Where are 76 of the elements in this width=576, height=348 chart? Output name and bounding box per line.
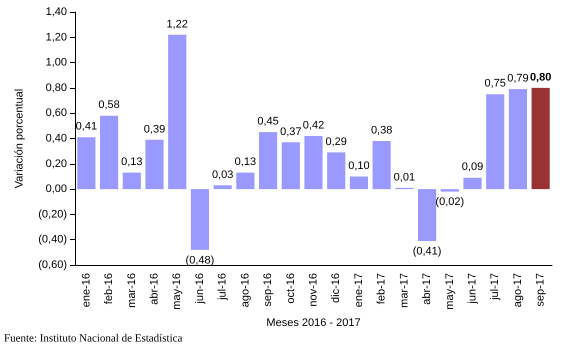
- y-tick-label: 1,40: [46, 6, 67, 18]
- x-tick-label: mar-17: [398, 273, 410, 308]
- bar: [418, 189, 436, 241]
- data-label: 0,13: [121, 156, 142, 168]
- bar: [100, 116, 118, 190]
- x-tick-label: jul-16: [216, 273, 229, 301]
- data-label: 0,42: [302, 119, 324, 132]
- x-tick-label: abr-16: [148, 273, 160, 305]
- data-label: (0,41): [412, 245, 442, 258]
- bar: [168, 34, 186, 190]
- data-label: 1,22: [166, 18, 188, 30]
- x-tick-label: ago-16: [239, 273, 252, 308]
- x-tick-label: sep-17: [534, 273, 547, 307]
- data-label: 0,37: [280, 126, 302, 138]
- bar: [440, 189, 459, 192]
- data-label: 0,58: [98, 99, 120, 112]
- data-label: 0,80: [530, 71, 552, 84]
- y-tick-label: 1,00: [46, 56, 67, 69]
- x-tick-label: jun-16: [194, 273, 206, 305]
- bar: [327, 152, 346, 190]
- y-tick-label: (0,20): [38, 208, 67, 220]
- x-tick-label: dic-16: [330, 273, 342, 303]
- source-note: Fuente: Instituto Nacional de Estadística: [4, 332, 183, 344]
- bar: [350, 176, 368, 190]
- x-axis-title: Meses 2016 - 2017: [266, 317, 361, 330]
- x-tick-label: ene-17: [352, 273, 365, 308]
- bar: [486, 94, 504, 190]
- x-tick-label: feb-16: [103, 273, 116, 304]
- data-label: 0,09: [462, 161, 484, 174]
- data-label: 0,39: [144, 123, 166, 136]
- x-tick-label: jun-17: [466, 273, 478, 305]
- x-tick-label: oct-16: [284, 273, 297, 304]
- x-tick-label: feb-17: [376, 273, 388, 304]
- y-tick-label: 0,60: [46, 107, 67, 120]
- y-tick-label: 1,20: [46, 31, 67, 44]
- y-tick-label: 0,80: [46, 82, 67, 94]
- x-tick-label: ene-16: [80, 273, 92, 308]
- bar: [77, 137, 96, 190]
- data-label: 0,01: [394, 171, 416, 184]
- data-label: 0,10: [348, 160, 370, 172]
- y-tick-label: (0,60): [38, 259, 67, 271]
- data-label: (0,48): [186, 254, 214, 266]
- bar: [190, 189, 210, 250]
- y-tick-label: 0,20: [46, 158, 67, 170]
- y-tick-label: 0,00: [46, 183, 67, 196]
- data-label: 0,79: [507, 72, 529, 85]
- x-tick-label: mar-16: [126, 273, 138, 308]
- bar: [122, 172, 141, 190]
- data-label: 0,45: [257, 116, 279, 128]
- x-tick-label: may-17: [444, 273, 456, 310]
- data-label: 0,75: [484, 78, 506, 90]
- x-tick-label: jul-17: [489, 273, 502, 301]
- data-label: 0,29: [326, 136, 347, 148]
- x-tick-label: ago-17: [512, 273, 524, 308]
- y-axis-title: Variación porcentual: [14, 88, 26, 188]
- y-tick-label: (0,40): [38, 234, 67, 246]
- data-label: 0,41: [76, 120, 98, 133]
- data-label: 0,13: [234, 156, 256, 168]
- bar: [145, 140, 164, 190]
- x-tick-label: may-16: [171, 273, 184, 310]
- bar: [258, 132, 278, 190]
- bar: [282, 142, 300, 190]
- bar: [463, 178, 482, 190]
- bar: [532, 88, 550, 190]
- data-label: 0,03: [212, 168, 234, 181]
- bar: [214, 185, 232, 190]
- bar: [508, 89, 528, 190]
- bar: [304, 136, 323, 190]
- data-label: 0,38: [370, 124, 392, 137]
- bar: [236, 172, 254, 190]
- data-label: (0,02): [435, 196, 464, 208]
- bar: [372, 141, 391, 190]
- x-tick-label: abr-17: [421, 273, 434, 305]
- x-tick-label: sep-16: [262, 273, 274, 307]
- y-tick-label: 0,40: [46, 132, 67, 144]
- x-tick-label: nov-16: [308, 273, 320, 307]
